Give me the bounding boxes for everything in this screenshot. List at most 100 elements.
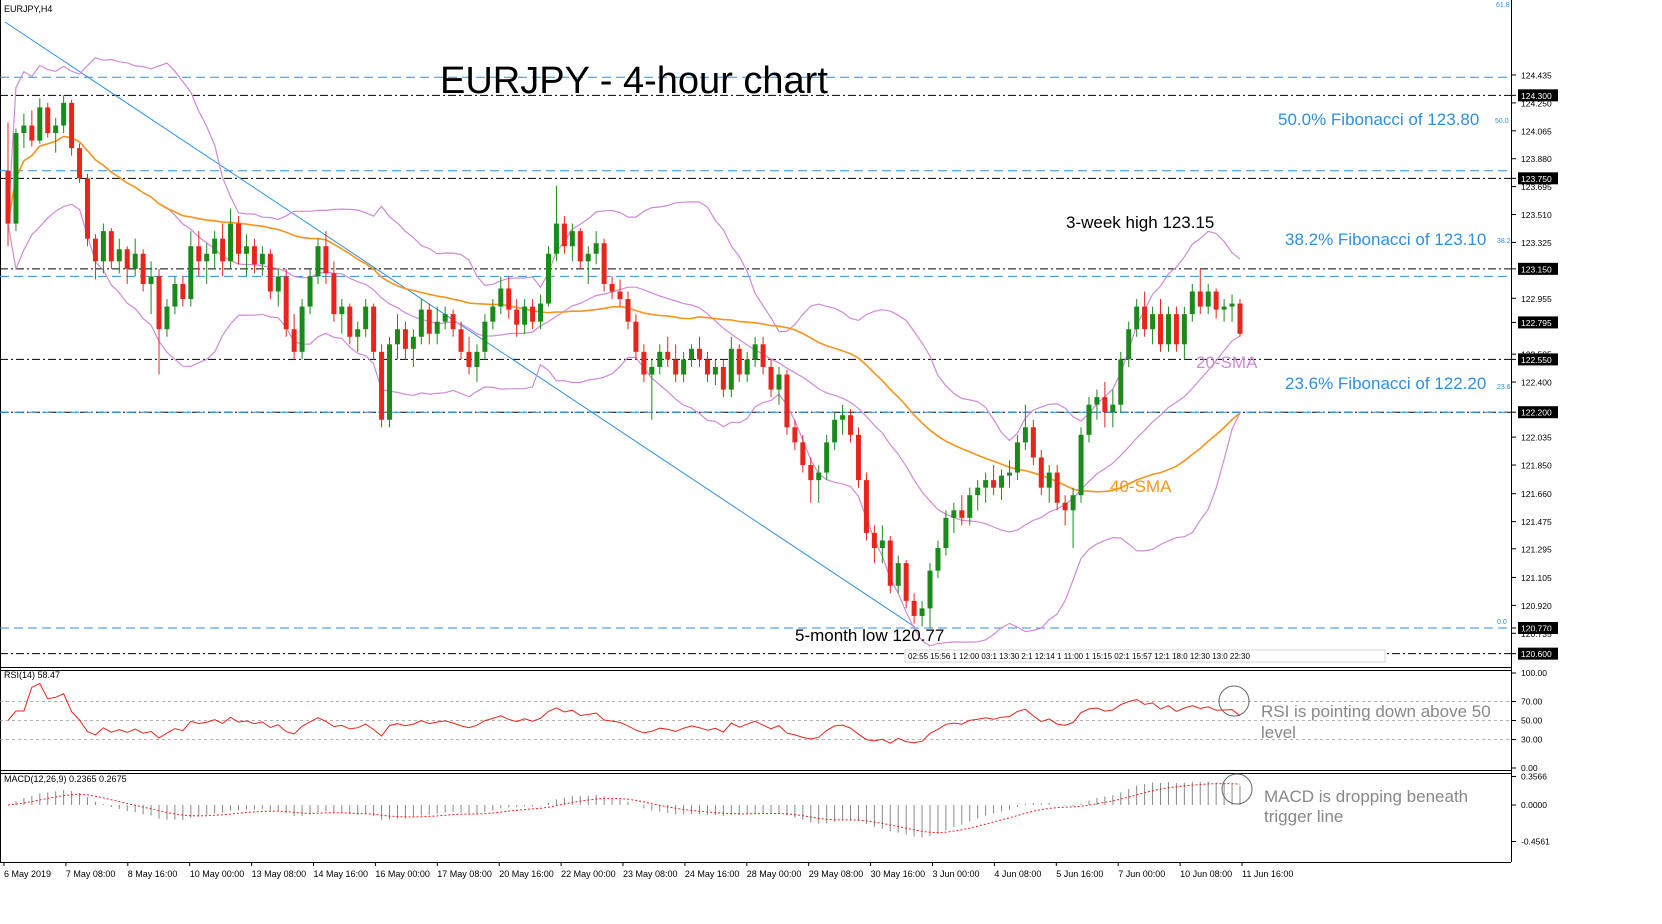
candle-body — [1205, 291, 1211, 307]
candle — [124, 246, 130, 284]
candle — [943, 510, 949, 556]
candle — [474, 344, 480, 383]
candle — [641, 344, 647, 383]
candle — [522, 299, 528, 334]
candle-body — [172, 283, 178, 307]
candle-body — [148, 276, 154, 284]
candle-body — [196, 246, 202, 262]
candle — [800, 434, 806, 473]
candle-body — [792, 427, 798, 443]
candle — [387, 336, 393, 428]
candle — [1030, 419, 1036, 466]
candle — [840, 404, 846, 435]
candle-body — [1086, 404, 1092, 435]
candle — [824, 434, 830, 481]
candle — [999, 469, 1005, 500]
candle-body — [228, 223, 234, 262]
candle-body — [514, 309, 520, 325]
candle — [832, 412, 838, 450]
candle — [29, 110, 35, 147]
candle — [545, 246, 551, 307]
price-label: 124.435 — [1521, 70, 1552, 80]
rsi-panel: 100.00 70.00 50.00 30.00 0.00 — [0, 668, 1547, 773]
candle-body — [697, 348, 703, 360]
macd-label: MACD(12,26,9) 0.2365 0.2675 — [4, 774, 127, 784]
time-label: 16 May 00:00 — [375, 869, 430, 879]
candle — [871, 525, 877, 564]
rsi-tick-label: 50.00 — [1521, 716, 1543, 726]
candle-body — [243, 246, 249, 254]
candle — [744, 351, 750, 383]
candle — [196, 231, 202, 277]
candle-body — [426, 309, 432, 334]
candle-body — [1126, 329, 1132, 360]
candle — [784, 369, 790, 435]
candle — [275, 268, 281, 307]
candle — [442, 306, 448, 330]
candle-body — [212, 238, 218, 254]
candle-body — [1165, 314, 1171, 345]
candle — [291, 314, 297, 360]
candle-body — [410, 336, 416, 349]
candle — [808, 457, 814, 503]
candle — [307, 268, 313, 315]
candle-body — [951, 510, 957, 518]
candle-body — [959, 510, 965, 518]
candle-body — [522, 306, 528, 325]
time-label: 22 May 00:00 — [561, 869, 616, 879]
candle-body — [267, 253, 273, 292]
candle — [514, 299, 520, 337]
time-label: 10 Jun 08:00 — [1180, 869, 1232, 879]
candle-body — [363, 306, 369, 330]
candle-body — [490, 306, 496, 322]
candle-body — [1197, 291, 1203, 307]
candle-body — [498, 288, 504, 307]
rsi-label: RSI(14) 58.47 — [4, 670, 60, 680]
candle-body — [744, 359, 750, 375]
candle-body — [911, 600, 917, 616]
time-axis: 6 May 2019 7 May 08:00 8 May 16:00 10 May 0… — [3, 862, 1293, 879]
candle-body — [1054, 472, 1060, 503]
candle-body — [625, 299, 631, 322]
candle-body — [37, 107, 43, 141]
candle — [1205, 283, 1211, 315]
candle — [625, 291, 631, 330]
candle — [1165, 306, 1171, 352]
candle — [498, 276, 504, 315]
candle-body — [53, 125, 59, 134]
price-tag-label: 123.150 — [1521, 264, 1552, 274]
candle-body — [45, 107, 51, 134]
candle-body — [188, 246, 194, 300]
candle — [665, 336, 671, 367]
rsi-tick-label: 30.00 — [1521, 735, 1543, 745]
candle — [315, 238, 321, 284]
candle-body — [418, 309, 424, 337]
candle-body — [879, 540, 885, 549]
candle-body — [1030, 427, 1036, 458]
candle-body — [538, 303, 544, 322]
price-tag-label: 122.795 — [1521, 318, 1552, 328]
time-label: 24 May 16:00 — [685, 869, 740, 879]
candle — [204, 243, 210, 284]
candle-body — [315, 246, 321, 277]
time-strip: 02:55 15:56 1 12:00 03:1 13:30 2:1 12:14… — [908, 652, 1250, 661]
candle-body — [251, 246, 257, 265]
candle-body — [577, 231, 583, 262]
candle — [1134, 299, 1140, 337]
candle — [633, 314, 639, 360]
sma40-line — [7, 135, 1241, 493]
candle-body — [466, 351, 472, 367]
price-tag-label: 122.200 — [1521, 408, 1552, 418]
macd-tick-label: -0.4561 — [1521, 836, 1550, 846]
candle-body — [641, 351, 647, 375]
candle — [410, 329, 416, 367]
candle — [609, 276, 615, 300]
candle — [164, 299, 170, 337]
candle — [347, 303, 353, 345]
candle — [1110, 389, 1116, 428]
candle-body — [712, 366, 718, 375]
candle-body — [1038, 457, 1044, 488]
candle — [720, 359, 726, 398]
candle-body — [1229, 303, 1235, 307]
